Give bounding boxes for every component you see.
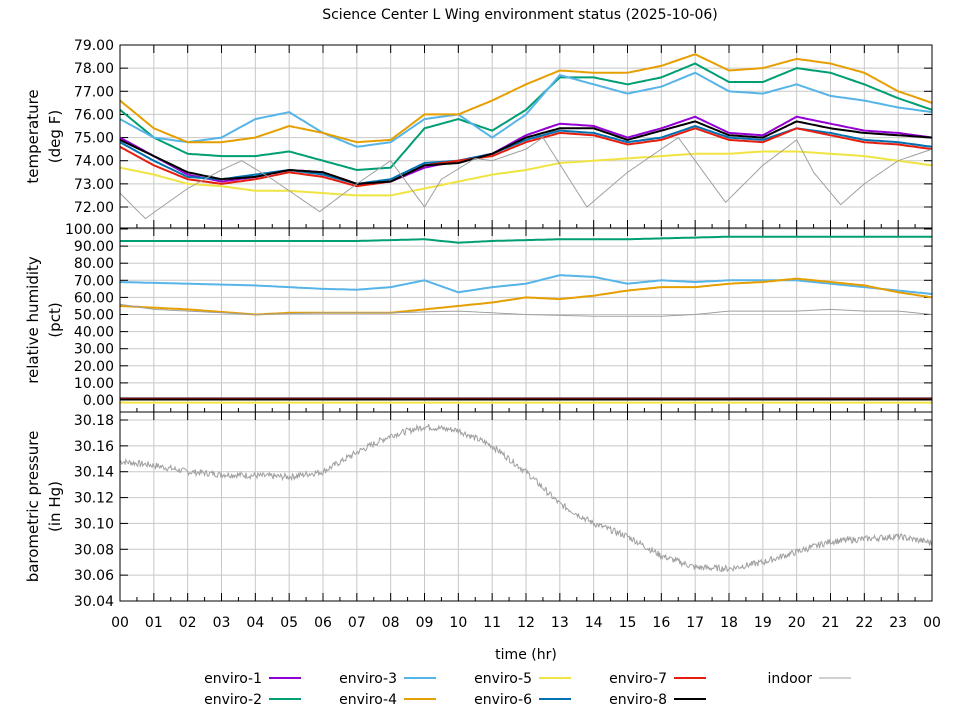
- x-tick-label: 05: [280, 615, 298, 631]
- series-line-indoor: [120, 423, 932, 573]
- x-tick-label: 23: [889, 615, 907, 631]
- legend-item-enviro-4: enviro-4: [339, 692, 436, 708]
- series-line-enviro-5: [120, 150, 932, 197]
- y-tick-label: 75.00: [74, 131, 114, 147]
- x-tick-label: 11: [483, 615, 501, 631]
- series-line-enviro-2: [120, 62, 932, 172]
- y-axis-label: relative humidity (pct): [24, 256, 64, 384]
- svg-text:enviro-6: enviro-6: [474, 692, 532, 708]
- y-tick-label: 0.00: [83, 393, 114, 409]
- y-tick-label: 60.00: [74, 290, 114, 306]
- x-tick-label: 02: [179, 615, 197, 631]
- y-tick-label: 30.06: [74, 568, 114, 584]
- y-tick-label: 74.00: [74, 154, 114, 170]
- x-tick-label: 00: [923, 615, 941, 631]
- x-tick-label: 12: [517, 615, 535, 631]
- y-tick-label: 50.00: [74, 308, 114, 324]
- x-tick-label: 18: [720, 615, 738, 631]
- legend-item-enviro-1: enviro-1: [204, 671, 301, 687]
- legend-item-enviro-3: enviro-3: [339, 671, 436, 687]
- x-tick-label: 21: [822, 615, 840, 631]
- chart-title: Science Center L Wing environment status…: [322, 7, 718, 23]
- x-tick-label: 20: [788, 615, 806, 631]
- y-tick-label: 30.00: [74, 342, 114, 358]
- series-line-indoor: [120, 303, 932, 317]
- legend-item-enviro-8: enviro-8: [609, 692, 706, 708]
- legend-item-enviro-7: enviro-7: [609, 671, 706, 687]
- x-axis-label: time (hr): [495, 647, 557, 663]
- y-axis-label: barometric pressure (in Hg): [24, 431, 64, 583]
- series-line-enviro-3: [120, 71, 932, 148]
- legend-item-enviro-2: enviro-2: [204, 692, 301, 708]
- x-tick-label: 19: [754, 615, 772, 631]
- svg-text:enviro-2: enviro-2: [204, 692, 262, 708]
- svg-text:enviro-7: enviro-7: [609, 671, 667, 687]
- y-tick-label: 78.00: [74, 61, 114, 77]
- series-line-enviro-3: [120, 274, 932, 295]
- y-tick-label: 76.00: [74, 107, 114, 123]
- y-tick-label: 73.00: [74, 177, 114, 193]
- legend-item-indoor: indoor: [767, 671, 851, 687]
- x-tick-label: 17: [686, 615, 704, 631]
- y-tick-label: 30.04: [74, 594, 114, 610]
- y-tick-label: 30.08: [74, 542, 114, 558]
- x-tick-label: 22: [855, 615, 873, 631]
- svg-text:enviro-1: enviro-1: [204, 671, 262, 687]
- legend-item-enviro-6: enviro-6: [474, 692, 571, 708]
- svg-text:indoor: indoor: [767, 671, 812, 687]
- y-tick-label: 100.00: [65, 222, 114, 238]
- x-tick-label: 09: [416, 615, 434, 631]
- y-tick-label: 20.00: [74, 359, 114, 375]
- panel-border: [119, 411, 933, 602]
- x-tick-label: 01: [145, 615, 163, 631]
- y-tick-label: 90.00: [74, 239, 114, 255]
- panel-1: 72.00 73.00 74.00 75.00 76.00 77.00 78.00 79.00…: [24, 38, 933, 229]
- x-tick-label: 00: [111, 615, 129, 631]
- legend: enviro-1 enviro-2 enviro-3 enviro-4 enviro-5…: [204, 671, 851, 708]
- y-tick-label: 40.00: [74, 325, 114, 341]
- x-tick-label: 06: [314, 615, 332, 631]
- series-line-enviro-2: [120, 235, 932, 244]
- x-tick-label: 10: [449, 615, 467, 631]
- svg-text:enviro-4: enviro-4: [339, 692, 397, 708]
- x-tick-label: 15: [619, 615, 637, 631]
- series-line-enviro-7: [120, 127, 932, 188]
- x-tick-label: 03: [213, 615, 231, 631]
- x-tick-label: 07: [348, 615, 366, 631]
- y-tick-label: 30.18: [74, 413, 114, 429]
- series-line-indoor: [120, 136, 932, 220]
- x-tick-label: 13: [551, 615, 569, 631]
- y-tick-label: 10.00: [74, 376, 114, 392]
- panel-3: 30.04 30.06 30.08 30.10 30.12 30.14 30.16 30.18…: [24, 411, 933, 610]
- y-axis-label: temperature (deg F): [24, 89, 64, 183]
- y-tick-label: 80.00: [74, 256, 114, 272]
- y-tick-label: 70.00: [74, 273, 114, 289]
- series-line-enviro-8: [120, 120, 932, 185]
- svg-text:enviro-5: enviro-5: [474, 671, 532, 687]
- x-tick-label: 14: [585, 615, 603, 631]
- y-tick-label: 77.00: [74, 84, 114, 100]
- y-tick-label: 30.14: [74, 465, 114, 481]
- y-tick-label: 30.10: [74, 516, 114, 532]
- y-tick-label: 72.00: [74, 200, 114, 216]
- y-tick-label: 30.12: [74, 491, 114, 507]
- x-tick-label: 16: [652, 615, 670, 631]
- x-tick-label: 04: [246, 615, 264, 631]
- svg-text:enviro-3: enviro-3: [339, 671, 397, 687]
- svg-text:enviro-8: enviro-8: [609, 692, 667, 708]
- x-tick-label: 08: [382, 615, 400, 631]
- legend-item-enviro-5: enviro-5: [474, 671, 571, 687]
- y-tick-label: 79.00: [74, 38, 114, 54]
- y-tick-label: 30.16: [74, 439, 114, 455]
- series-line-enviro-4: [120, 53, 932, 144]
